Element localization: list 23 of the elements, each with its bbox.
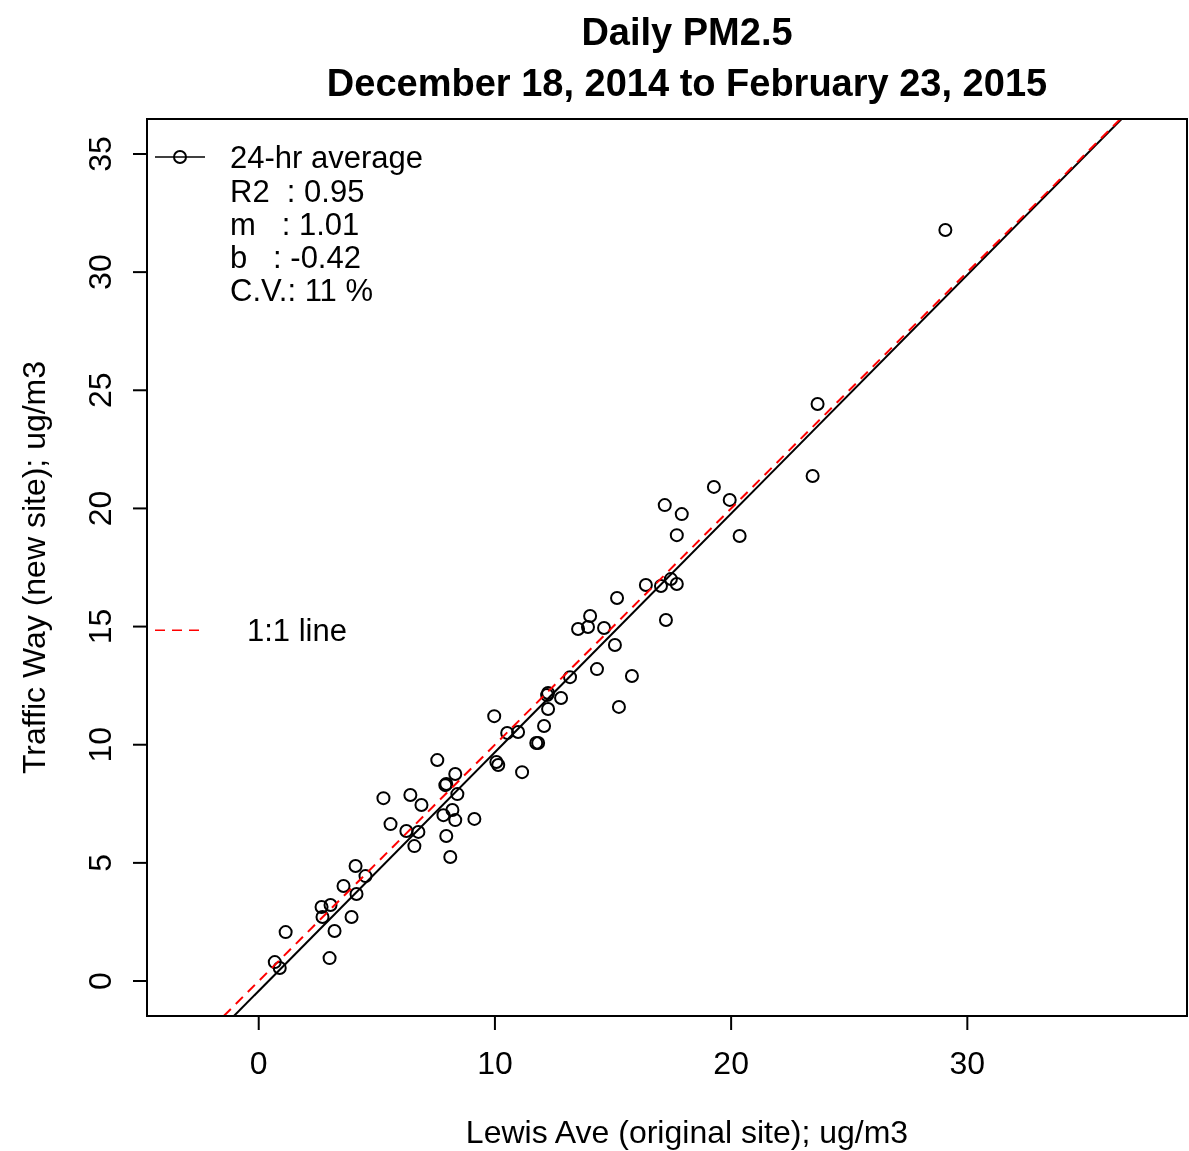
x-tick-label: 10: [477, 1045, 513, 1081]
x-axis-title: Lewis Ave (original site); ug/m3: [465, 1114, 909, 1150]
x-tick-label: 30: [949, 1045, 986, 1081]
x-tick-label: 0: [249, 1045, 268, 1081]
annotation: C.V.: 11 %: [230, 273, 374, 308]
y-tick-label: 0: [82, 972, 118, 990]
legend-entry: 1:1 line: [154, 613, 347, 649]
y-tick-label: 25: [82, 372, 118, 409]
y-axis-title: Traffic Way (new site); ug/m3: [16, 360, 52, 775]
annotation: m : 1.01: [230, 207, 360, 242]
chart-title: Daily PM2.5 December 18, 2014 to February 23, 2015: [326, 11, 1048, 104]
legend-entry: 24-hr average: [154, 140, 423, 175]
annotation: b : -0.42: [230, 240, 361, 275]
y-tick-label: 30: [82, 254, 118, 290]
y-tick-label: 10: [82, 726, 118, 763]
y-tick-label: 35: [82, 136, 118, 172]
legend-label: 1:1 line: [247, 613, 347, 649]
annotation: R2 : 0.95: [230, 174, 365, 209]
y-tick-label: 5: [82, 853, 118, 872]
y-tick-label: 15: [82, 608, 118, 645]
y-tick-label: 20: [82, 490, 118, 527]
x-tick-label: 20: [713, 1045, 749, 1081]
legend-label: 24-hr average: [230, 140, 424, 175]
